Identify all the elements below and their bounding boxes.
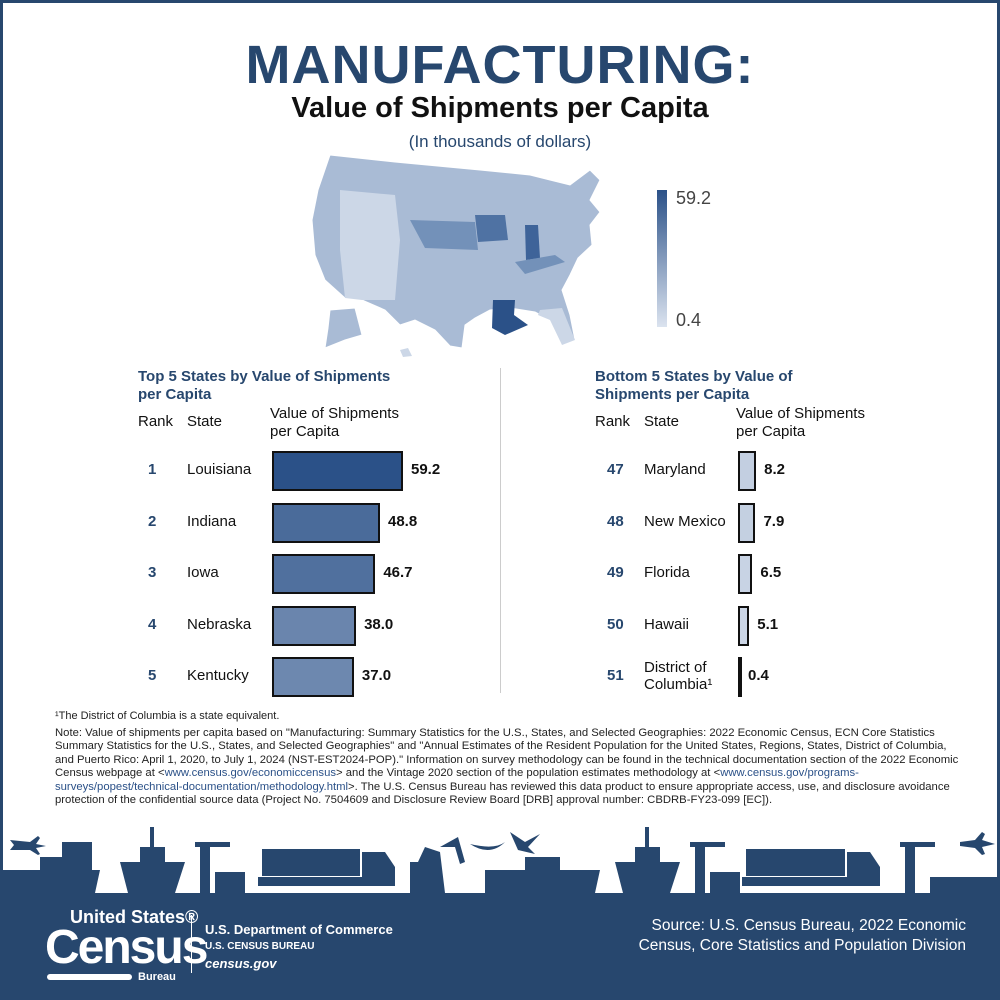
rank-1: 1 bbox=[148, 461, 157, 478]
census-gov-link[interactable]: census.gov bbox=[205, 956, 277, 971]
footer bbox=[0, 893, 1000, 1000]
department-name: U.S. Department of Commerce bbox=[205, 922, 393, 937]
footnote: ¹The District of Columbia is a state equ… bbox=[55, 710, 280, 722]
note-text: > and the Vintage 2020 section of the po… bbox=[336, 767, 721, 780]
state-name: Iowa bbox=[187, 564, 219, 581]
methodology-link[interactable]: www.census.gov/programs-surveys/popest/t… bbox=[55, 767, 859, 793]
value-label: 59.2 bbox=[411, 461, 441, 478]
logo-bureau: Bureau bbox=[138, 971, 176, 983]
map-kentucky bbox=[515, 255, 565, 274]
us-choropleth-map bbox=[311, 154, 601, 357]
state-name: New Mexico bbox=[644, 512, 726, 530]
state-name: District of Columbia¹ bbox=[644, 659, 713, 693]
bar-3[interactable] bbox=[272, 554, 376, 594]
rank-3: 3 bbox=[148, 564, 157, 581]
footer-separator bbox=[191, 915, 192, 973]
chart-title: Bottom 5 States by Value of Shipments pe… bbox=[595, 368, 793, 403]
value-label: 38.0 bbox=[364, 615, 394, 633]
truck-icon bbox=[258, 849, 395, 886]
state-name: Florida bbox=[644, 564, 690, 581]
value-label: 8.2 bbox=[764, 461, 785, 478]
bar-2[interactable] bbox=[272, 502, 380, 543]
page-title: MANUFACTURING: bbox=[245, 35, 755, 95]
map-hawaii bbox=[400, 348, 412, 357]
rank-5: 51 bbox=[607, 667, 624, 684]
rank-5: 5 bbox=[148, 667, 157, 684]
methodology-note: Note: Value of shipments per capita base… bbox=[55, 727, 965, 807]
bar-4[interactable] bbox=[272, 605, 357, 646]
source-text: Source: U.S. Census Bureau, 2022 Economi… bbox=[638, 917, 966, 954]
map-light-west bbox=[340, 190, 400, 300]
crane-icon bbox=[690, 842, 740, 893]
state-name: Hawaii bbox=[644, 615, 690, 633]
state-name: Louisiana bbox=[187, 461, 252, 478]
logo-underline bbox=[47, 974, 132, 980]
ship-icon bbox=[485, 827, 680, 893]
map-nebraska bbox=[410, 220, 478, 250]
plane-icon bbox=[10, 836, 46, 855]
panel-divider bbox=[500, 368, 501, 693]
truck-icon bbox=[742, 849, 880, 886]
economic-census-link[interactable]: www.census.gov/economiccensus bbox=[164, 767, 337, 780]
map-florida bbox=[538, 308, 575, 345]
units-label: (In thousands of dollars) bbox=[408, 132, 592, 151]
map-alaska bbox=[324, 307, 363, 349]
note-text: Note: Value of shipments per capita base… bbox=[55, 727, 959, 780]
map-louisiana bbox=[492, 300, 528, 335]
value-label: 5.1 bbox=[757, 615, 779, 633]
plane-icon bbox=[470, 832, 540, 854]
state-name: Indiana bbox=[187, 512, 237, 530]
bar-5[interactable] bbox=[272, 657, 354, 697]
value-label: 6.5 bbox=[760, 564, 782, 581]
rank-3: 49 bbox=[607, 564, 624, 581]
crane-icon bbox=[900, 842, 1000, 893]
legend-min: 0.4 bbox=[676, 310, 702, 330]
bar-3[interactable] bbox=[738, 554, 753, 594]
industry-skyline-illustration bbox=[0, 827, 1000, 893]
chart-title: Top 5 States by Value of Shipments per C… bbox=[138, 368, 391, 403]
value-label: 46.7 bbox=[383, 564, 413, 581]
value-label: 48.8 bbox=[387, 512, 418, 530]
value-label: 37.0 bbox=[361, 667, 392, 684]
rank-4: 50 bbox=[607, 615, 624, 633]
bar-4[interactable] bbox=[738, 605, 750, 646]
rank-1: 47 bbox=[607, 461, 624, 478]
logo-united-states: United States® bbox=[70, 907, 199, 927]
state-header: State bbox=[187, 413, 223, 430]
ship-icon bbox=[62, 827, 185, 893]
map-indiana bbox=[525, 225, 540, 260]
note-text: >. The U.S. Census Bureau has reviewed t… bbox=[55, 780, 950, 807]
rank-2: 2 bbox=[148, 512, 157, 530]
bar-1[interactable] bbox=[272, 451, 403, 491]
rank-2: 48 bbox=[607, 512, 624, 530]
bureau-name: U.S. CENSUS BUREAU bbox=[205, 941, 315, 952]
rank-4: 4 bbox=[148, 615, 157, 633]
rank-header: Rank bbox=[595, 413, 631, 430]
value-label: 7.9 bbox=[763, 512, 785, 530]
robot-arm-icon bbox=[410, 837, 465, 893]
legend-max: 59.2 bbox=[676, 188, 712, 208]
value-label: 0.4 bbox=[748, 667, 769, 684]
state-header: State bbox=[644, 413, 680, 430]
plane-icon bbox=[960, 832, 995, 855]
crane-icon bbox=[195, 842, 245, 893]
map-iowa bbox=[475, 215, 508, 242]
state-name: Kentucky bbox=[187, 667, 249, 684]
value-header: Value of Shipments per Capita bbox=[270, 405, 399, 440]
state-name: Maryland bbox=[644, 461, 706, 478]
bar-1[interactable] bbox=[738, 451, 757, 491]
bar-5[interactable] bbox=[738, 657, 742, 697]
state-name: Nebraska bbox=[187, 615, 252, 633]
value-header: Value of Shipments per Capita bbox=[736, 405, 865, 440]
legend-gradient bbox=[657, 190, 667, 327]
bar-2[interactable] bbox=[738, 502, 756, 543]
census-logo: Census bbox=[45, 921, 208, 974]
page-subtitle: Value of Shipments per Capita bbox=[291, 92, 709, 124]
rank-header: Rank bbox=[138, 413, 174, 430]
